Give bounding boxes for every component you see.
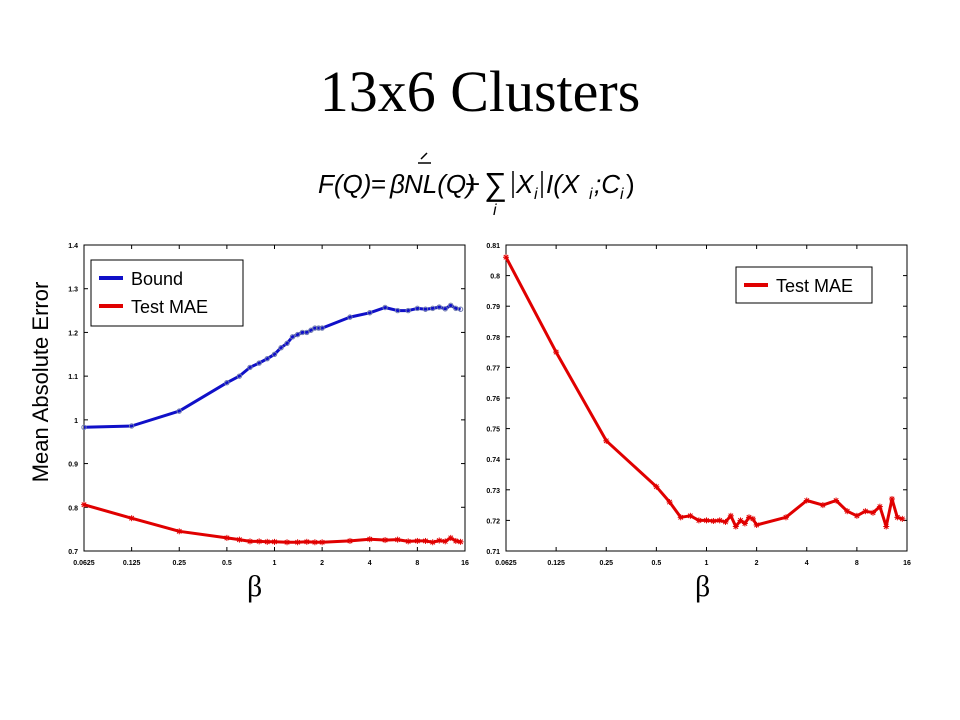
left-point <box>294 539 301 546</box>
left-point <box>128 423 135 429</box>
left-point <box>405 307 411 314</box>
left-xtick-label: 8 <box>415 560 419 567</box>
left-point <box>236 536 243 543</box>
left-point <box>176 408 182 414</box>
left-point <box>436 537 443 544</box>
left-point <box>430 305 436 312</box>
left-point <box>347 314 353 320</box>
left-point <box>382 304 388 311</box>
left-point <box>394 536 401 543</box>
left-legend-label-0: Bound <box>131 269 183 289</box>
left-point <box>452 537 459 544</box>
left-ytick-label: 1 <box>74 418 78 425</box>
left-point <box>246 538 253 545</box>
left-point <box>447 534 454 541</box>
left-xtick-label: 2 <box>320 560 324 567</box>
left-point <box>304 329 310 336</box>
left-point <box>224 380 230 386</box>
left-point <box>367 310 373 316</box>
left-xtick-label: 0.5 <box>222 560 232 567</box>
left-point <box>264 538 271 545</box>
left-point <box>223 534 230 541</box>
left-ytick-label: 1.2 <box>68 330 78 337</box>
left-xtick-label: 0.125 <box>123 560 141 567</box>
left-point <box>319 539 326 546</box>
x-axis-label-left: β <box>247 570 263 603</box>
left-point <box>366 536 373 543</box>
left-point <box>312 325 318 331</box>
left-point <box>382 537 389 544</box>
left-point <box>247 364 253 371</box>
left-point <box>308 327 314 333</box>
left-point <box>457 306 464 312</box>
left-point <box>442 538 449 545</box>
left-point <box>81 501 87 508</box>
left-ytick-label: 0.7 <box>68 549 78 556</box>
left-xtick-label: 4 <box>368 560 372 567</box>
left-ytick-label: 0.9 <box>68 462 78 469</box>
left-point <box>128 515 135 522</box>
left-legend <box>90 259 244 327</box>
left-point <box>442 306 448 312</box>
left-point <box>176 528 183 535</box>
y-axis-label: Mean Absolute Error <box>28 282 53 483</box>
left-xtick-label: 1 <box>273 560 277 567</box>
left-ytick-label: 1.1 <box>68 374 78 381</box>
left-point <box>256 360 262 366</box>
left-point <box>236 373 243 379</box>
left-legend-label-1: Test MAE <box>131 297 208 317</box>
left-ytick-label: 1.4 <box>68 243 78 250</box>
left-xtick-label: 0.25 <box>172 560 186 567</box>
left-point <box>422 537 429 544</box>
left-point <box>311 539 318 546</box>
left-point <box>278 345 284 351</box>
left-point <box>405 538 412 545</box>
left-point <box>284 539 291 546</box>
left-point <box>414 305 421 312</box>
left-ytick-label: 0.8 <box>68 505 78 512</box>
left-point <box>429 539 436 546</box>
slide-title: 13x6 Clusters <box>319 59 641 124</box>
left-point <box>81 424 87 430</box>
left-point <box>346 537 353 544</box>
left-ytick-label: 1.3 <box>68 287 78 294</box>
left-point <box>294 331 301 338</box>
y-axis-label-container: Mean Absolute Error <box>18 255 58 510</box>
left-point <box>315 325 322 331</box>
left-point <box>303 538 310 545</box>
left-point <box>264 355 270 362</box>
left-point <box>448 302 454 309</box>
left-xtick-label: 16 <box>461 560 469 567</box>
left-xtick-label: 0.0625 <box>73 560 95 567</box>
left-point <box>256 538 263 545</box>
left-point <box>436 304 442 310</box>
left-point <box>422 306 429 312</box>
left-point <box>284 340 290 347</box>
left-point <box>319 325 325 331</box>
left-point <box>394 307 401 314</box>
left-point <box>457 538 464 545</box>
left-point <box>271 351 278 357</box>
left-point <box>271 538 278 545</box>
left-point <box>289 334 296 340</box>
x-axis-label-right: β <box>695 570 711 603</box>
left-point <box>414 537 421 544</box>
